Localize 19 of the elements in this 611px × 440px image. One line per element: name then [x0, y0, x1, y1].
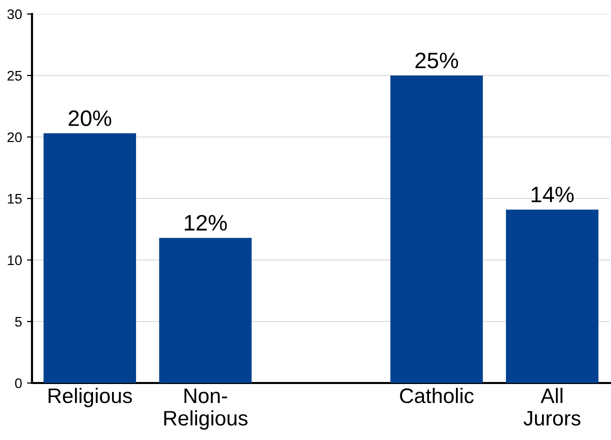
bar	[159, 238, 252, 383]
bar	[506, 210, 598, 383]
bar	[44, 133, 136, 383]
bar	[390, 76, 483, 383]
y-tick-label: 5	[15, 316, 22, 327]
y-tick-label: 15	[8, 194, 22, 204]
data-label: 12%	[184, 214, 227, 231]
y-tick-label: 25	[8, 70, 22, 81]
data-label: 25%	[415, 52, 458, 68]
x-tick-label: All Jurors	[524, 388, 580, 426]
x-tick-label: Religious	[48, 388, 132, 408]
x-tick-label: Non- Religious	[164, 388, 248, 430]
x-tick-label: Catholic	[400, 388, 474, 404]
y-tick-label: 10	[8, 255, 22, 266]
y-tick-label: 20	[8, 132, 22, 142]
y-tick-label: 0	[15, 378, 22, 388]
y-tick-label: 30	[7, 9, 22, 20]
data-label: 14%	[532, 186, 574, 202]
data-label: 20%	[68, 110, 112, 126]
